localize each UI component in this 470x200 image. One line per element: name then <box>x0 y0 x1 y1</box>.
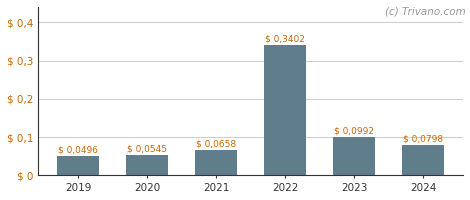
Text: $ 0,0545: $ 0,0545 <box>127 144 167 153</box>
Text: $ 0,0798: $ 0,0798 <box>403 134 443 143</box>
Text: $ 0,3402: $ 0,3402 <box>265 35 305 44</box>
Text: $ 0,0658: $ 0,0658 <box>196 140 236 149</box>
Text: $ 0,0992: $ 0,0992 <box>334 127 374 136</box>
Bar <box>265 45 306 175</box>
Bar <box>196 150 237 175</box>
Bar <box>402 145 444 175</box>
Text: (c) Trivano.com: (c) Trivano.com <box>384 6 465 16</box>
Bar <box>57 156 99 175</box>
Bar <box>333 137 375 175</box>
Text: $ 0,0496: $ 0,0496 <box>58 146 98 155</box>
Bar <box>126 155 168 175</box>
